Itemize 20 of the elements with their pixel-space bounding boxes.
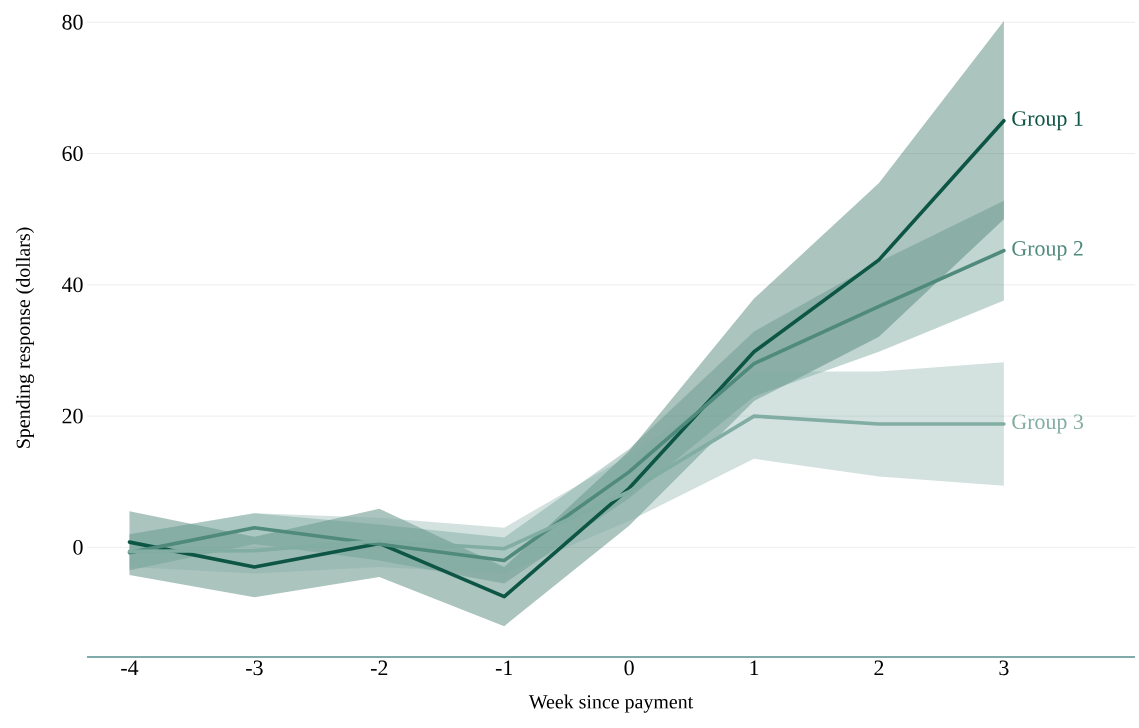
y-tick-label: 0 xyxy=(73,539,83,555)
x-tick-label: 0 xyxy=(624,660,634,676)
x-tick-label: -2 xyxy=(370,660,388,676)
line-series xyxy=(127,414,1006,554)
series-label: Group 2 xyxy=(1012,241,1083,261)
series-label: Group 1 xyxy=(1012,111,1083,131)
x-tick-label: -4 xyxy=(121,660,139,675)
x-axis-title: Week since payment xyxy=(528,694,694,713)
y-tick-label: 20 xyxy=(62,408,83,424)
x-tick-label: 1 xyxy=(750,660,759,675)
x-tick-label: 2 xyxy=(874,660,884,676)
line-series xyxy=(127,118,1006,599)
series-label: Group 3 xyxy=(1012,414,1083,434)
y-tick-label: 80 xyxy=(62,14,83,30)
y-tick-label: 60 xyxy=(62,146,83,161)
x-tick-label: 3 xyxy=(999,660,1009,676)
y-tick-label: 40 xyxy=(61,277,83,293)
y-axis-title: Spending response (dollars) xyxy=(15,227,35,448)
x-tick-label: -3 xyxy=(246,660,263,676)
x-tick-label: -1 xyxy=(495,660,513,675)
